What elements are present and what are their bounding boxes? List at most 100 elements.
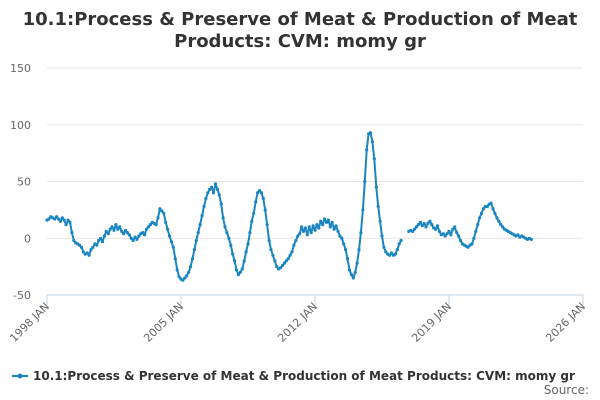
data-point[interactable] <box>231 252 235 256</box>
data-point[interactable] <box>108 227 112 231</box>
series-line[interactable] <box>45 131 533 282</box>
data-point[interactable] <box>334 224 338 228</box>
data-point[interactable] <box>323 217 327 221</box>
data-point[interactable] <box>529 237 533 241</box>
data-point[interactable] <box>359 231 363 235</box>
data-point[interactable] <box>234 268 239 272</box>
data-point[interactable] <box>443 234 447 238</box>
data-point[interactable] <box>250 219 254 223</box>
data-point[interactable] <box>368 131 373 135</box>
data-point[interactable] <box>493 211 497 215</box>
data-point[interactable] <box>361 208 365 212</box>
data-point[interactable] <box>252 211 256 215</box>
data-point[interactable] <box>294 238 298 243</box>
data-point[interactable] <box>89 248 93 252</box>
data-point[interactable] <box>380 234 384 238</box>
data-point[interactable] <box>476 223 480 227</box>
data-point[interactable] <box>240 267 244 271</box>
data-point[interactable] <box>160 209 164 213</box>
data-point[interactable] <box>319 219 323 223</box>
data-point[interactable] <box>112 228 116 232</box>
data-point[interactable] <box>357 248 361 252</box>
data-point[interactable] <box>481 207 486 211</box>
data-point[interactable] <box>162 211 166 215</box>
data-point[interactable] <box>127 233 131 237</box>
data-point[interactable] <box>321 223 325 227</box>
data-point[interactable] <box>282 261 286 265</box>
data-point[interactable] <box>131 238 135 243</box>
data-point[interactable] <box>118 225 122 229</box>
data-point[interactable] <box>210 185 214 189</box>
data-point[interactable] <box>242 259 246 263</box>
data-point[interactable] <box>192 248 196 252</box>
data-point[interactable] <box>114 223 118 227</box>
data-point[interactable] <box>169 240 173 244</box>
legend[interactable]: 10.1:Process & Preserve of Meat & Produc… <box>12 369 575 383</box>
data-point[interactable] <box>167 234 172 238</box>
data-point[interactable] <box>190 257 195 261</box>
data-point[interactable] <box>453 225 457 229</box>
data-point[interactable] <box>146 225 151 229</box>
data-point[interactable] <box>355 261 359 265</box>
data-point[interactable] <box>148 223 152 227</box>
data-point[interactable] <box>332 227 336 231</box>
data-point[interactable] <box>393 252 397 256</box>
data-point[interactable] <box>499 223 503 227</box>
data-point[interactable] <box>390 251 394 255</box>
data-point[interactable] <box>451 227 455 231</box>
data-point[interactable] <box>478 216 482 220</box>
data-point[interactable] <box>187 270 191 274</box>
data-point[interactable] <box>466 245 470 249</box>
data-point[interactable] <box>198 223 202 227</box>
data-point[interactable] <box>428 219 432 223</box>
data-point[interactable] <box>457 234 461 238</box>
data-point[interactable] <box>275 265 279 269</box>
data-point[interactable] <box>388 253 392 257</box>
data-point[interactable] <box>87 253 91 257</box>
data-point[interactable] <box>372 157 376 161</box>
data-point[interactable] <box>55 215 59 219</box>
data-point[interactable] <box>246 242 250 246</box>
data-point[interactable] <box>495 216 499 220</box>
data-point[interactable] <box>426 221 430 226</box>
data-point[interactable] <box>311 224 315 228</box>
data-point[interactable] <box>418 220 422 224</box>
data-point[interactable] <box>395 248 399 252</box>
data-point[interactable] <box>458 238 463 243</box>
data-point[interactable] <box>336 229 340 233</box>
data-point[interactable] <box>516 233 520 237</box>
data-point[interactable] <box>286 257 290 261</box>
data-point[interactable] <box>347 268 352 272</box>
data-point[interactable] <box>269 248 273 252</box>
data-point[interactable] <box>202 204 206 209</box>
data-point[interactable] <box>365 148 369 152</box>
data-point[interactable] <box>213 182 218 186</box>
data-point[interactable] <box>424 225 428 229</box>
data-point[interactable] <box>479 211 484 215</box>
data-point[interactable] <box>309 231 313 235</box>
data-point[interactable] <box>194 238 198 243</box>
data-point[interactable] <box>315 223 319 227</box>
data-point[interactable] <box>263 208 267 212</box>
data-point[interactable] <box>196 231 200 235</box>
data-point[interactable] <box>257 189 262 193</box>
data-point[interactable] <box>267 238 271 243</box>
data-point[interactable] <box>399 238 403 243</box>
data-point[interactable] <box>349 273 353 277</box>
data-point[interactable] <box>185 274 189 278</box>
data-point[interactable] <box>79 245 84 249</box>
data-point[interactable] <box>485 204 489 209</box>
data-point[interactable] <box>200 214 204 218</box>
data-point[interactable] <box>204 196 208 201</box>
data-point[interactable] <box>317 226 321 230</box>
data-point[interactable] <box>284 259 288 263</box>
legend-label[interactable]: 10.1:Process & Preserve of Meat & Produc… <box>33 369 575 383</box>
data-point[interactable] <box>411 229 415 233</box>
data-point[interactable] <box>215 187 219 191</box>
data-point[interactable] <box>225 231 229 235</box>
data-point[interactable] <box>60 216 64 220</box>
data-point[interactable] <box>307 225 311 229</box>
data-point[interactable] <box>271 253 275 257</box>
data-point[interactable] <box>53 217 57 221</box>
data-point[interactable] <box>100 240 105 244</box>
